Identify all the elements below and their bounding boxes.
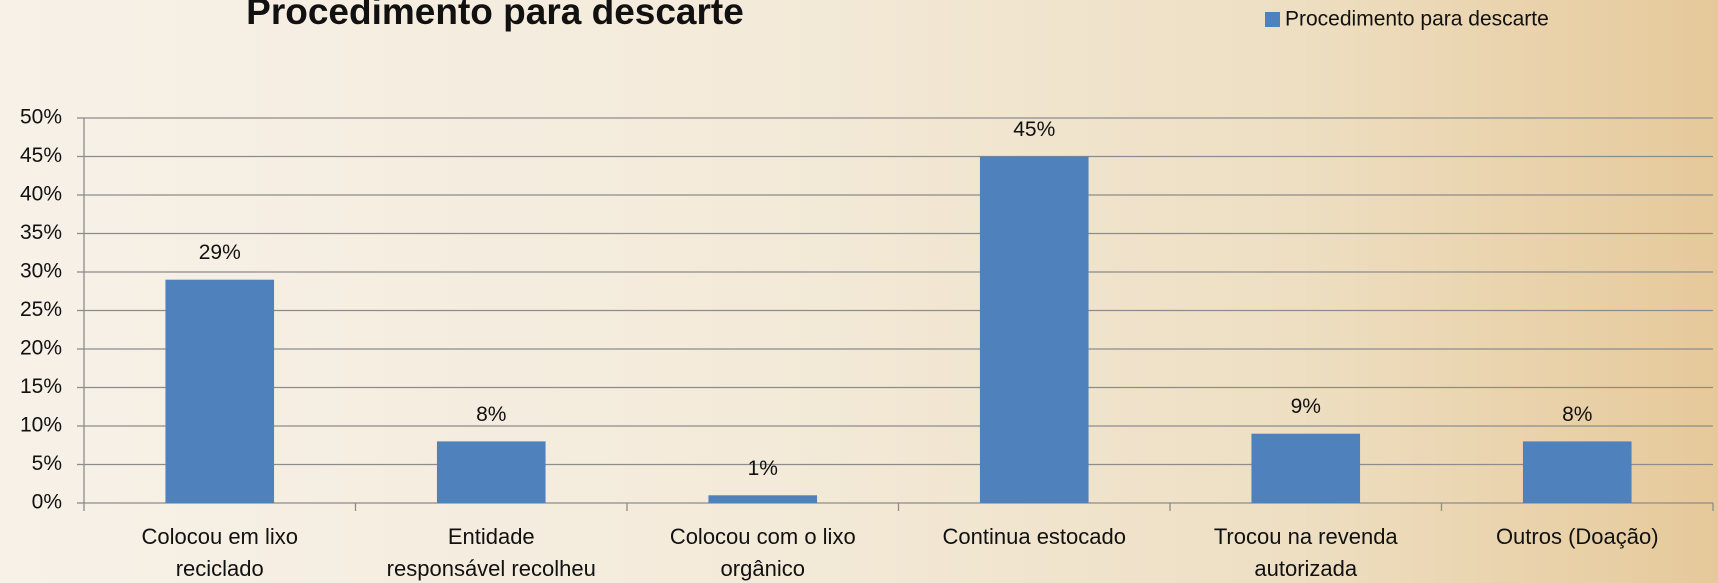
- x-tick-label: Entidade responsável recolheu: [386, 524, 596, 581]
- bar: [436, 441, 546, 503]
- bar: [1522, 441, 1632, 503]
- data-label: 9%: [1291, 395, 1321, 418]
- x-tick-label: Continua estocado: [942, 524, 1126, 549]
- x-tick-label: Colocou com o lixo orgânico: [669, 524, 856, 581]
- y-tick-label: 40%: [20, 183, 62, 206]
- bar: [979, 156, 1089, 503]
- x-tick-label: Outros (Doação): [1495, 524, 1659, 549]
- y-tick-label: 20%: [20, 337, 62, 360]
- legend-label: Procedimento para descarte: [1285, 8, 1549, 31]
- bar: [165, 279, 275, 503]
- bar: [708, 495, 818, 503]
- data-label: 8%: [476, 403, 506, 426]
- y-tick-label: 50%: [20, 106, 62, 129]
- x-tick-label: Trocou na revenda autorizada: [1213, 524, 1398, 581]
- y-tick-label: 25%: [20, 298, 62, 321]
- y-tick-label: 10%: [20, 414, 62, 437]
- legend-swatch: [1265, 12, 1280, 27]
- y-tick-label: 5%: [32, 452, 62, 475]
- y-tick-label: 30%: [20, 260, 62, 283]
- y-tick-label: 45%: [20, 144, 62, 167]
- y-tick-label: 15%: [20, 375, 62, 398]
- data-label: 45%: [1013, 118, 1055, 141]
- chart-title: Procedimento para descarte: [246, 0, 744, 32]
- x-tick-label: Colocou em lixo reciclado: [141, 524, 298, 581]
- data-label: 8%: [1562, 403, 1592, 426]
- bar: [1251, 433, 1361, 503]
- y-tick-label: 0%: [32, 491, 62, 514]
- data-label: 1%: [748, 457, 778, 480]
- data-label: 29%: [199, 241, 241, 264]
- y-tick-label: 35%: [20, 221, 62, 244]
